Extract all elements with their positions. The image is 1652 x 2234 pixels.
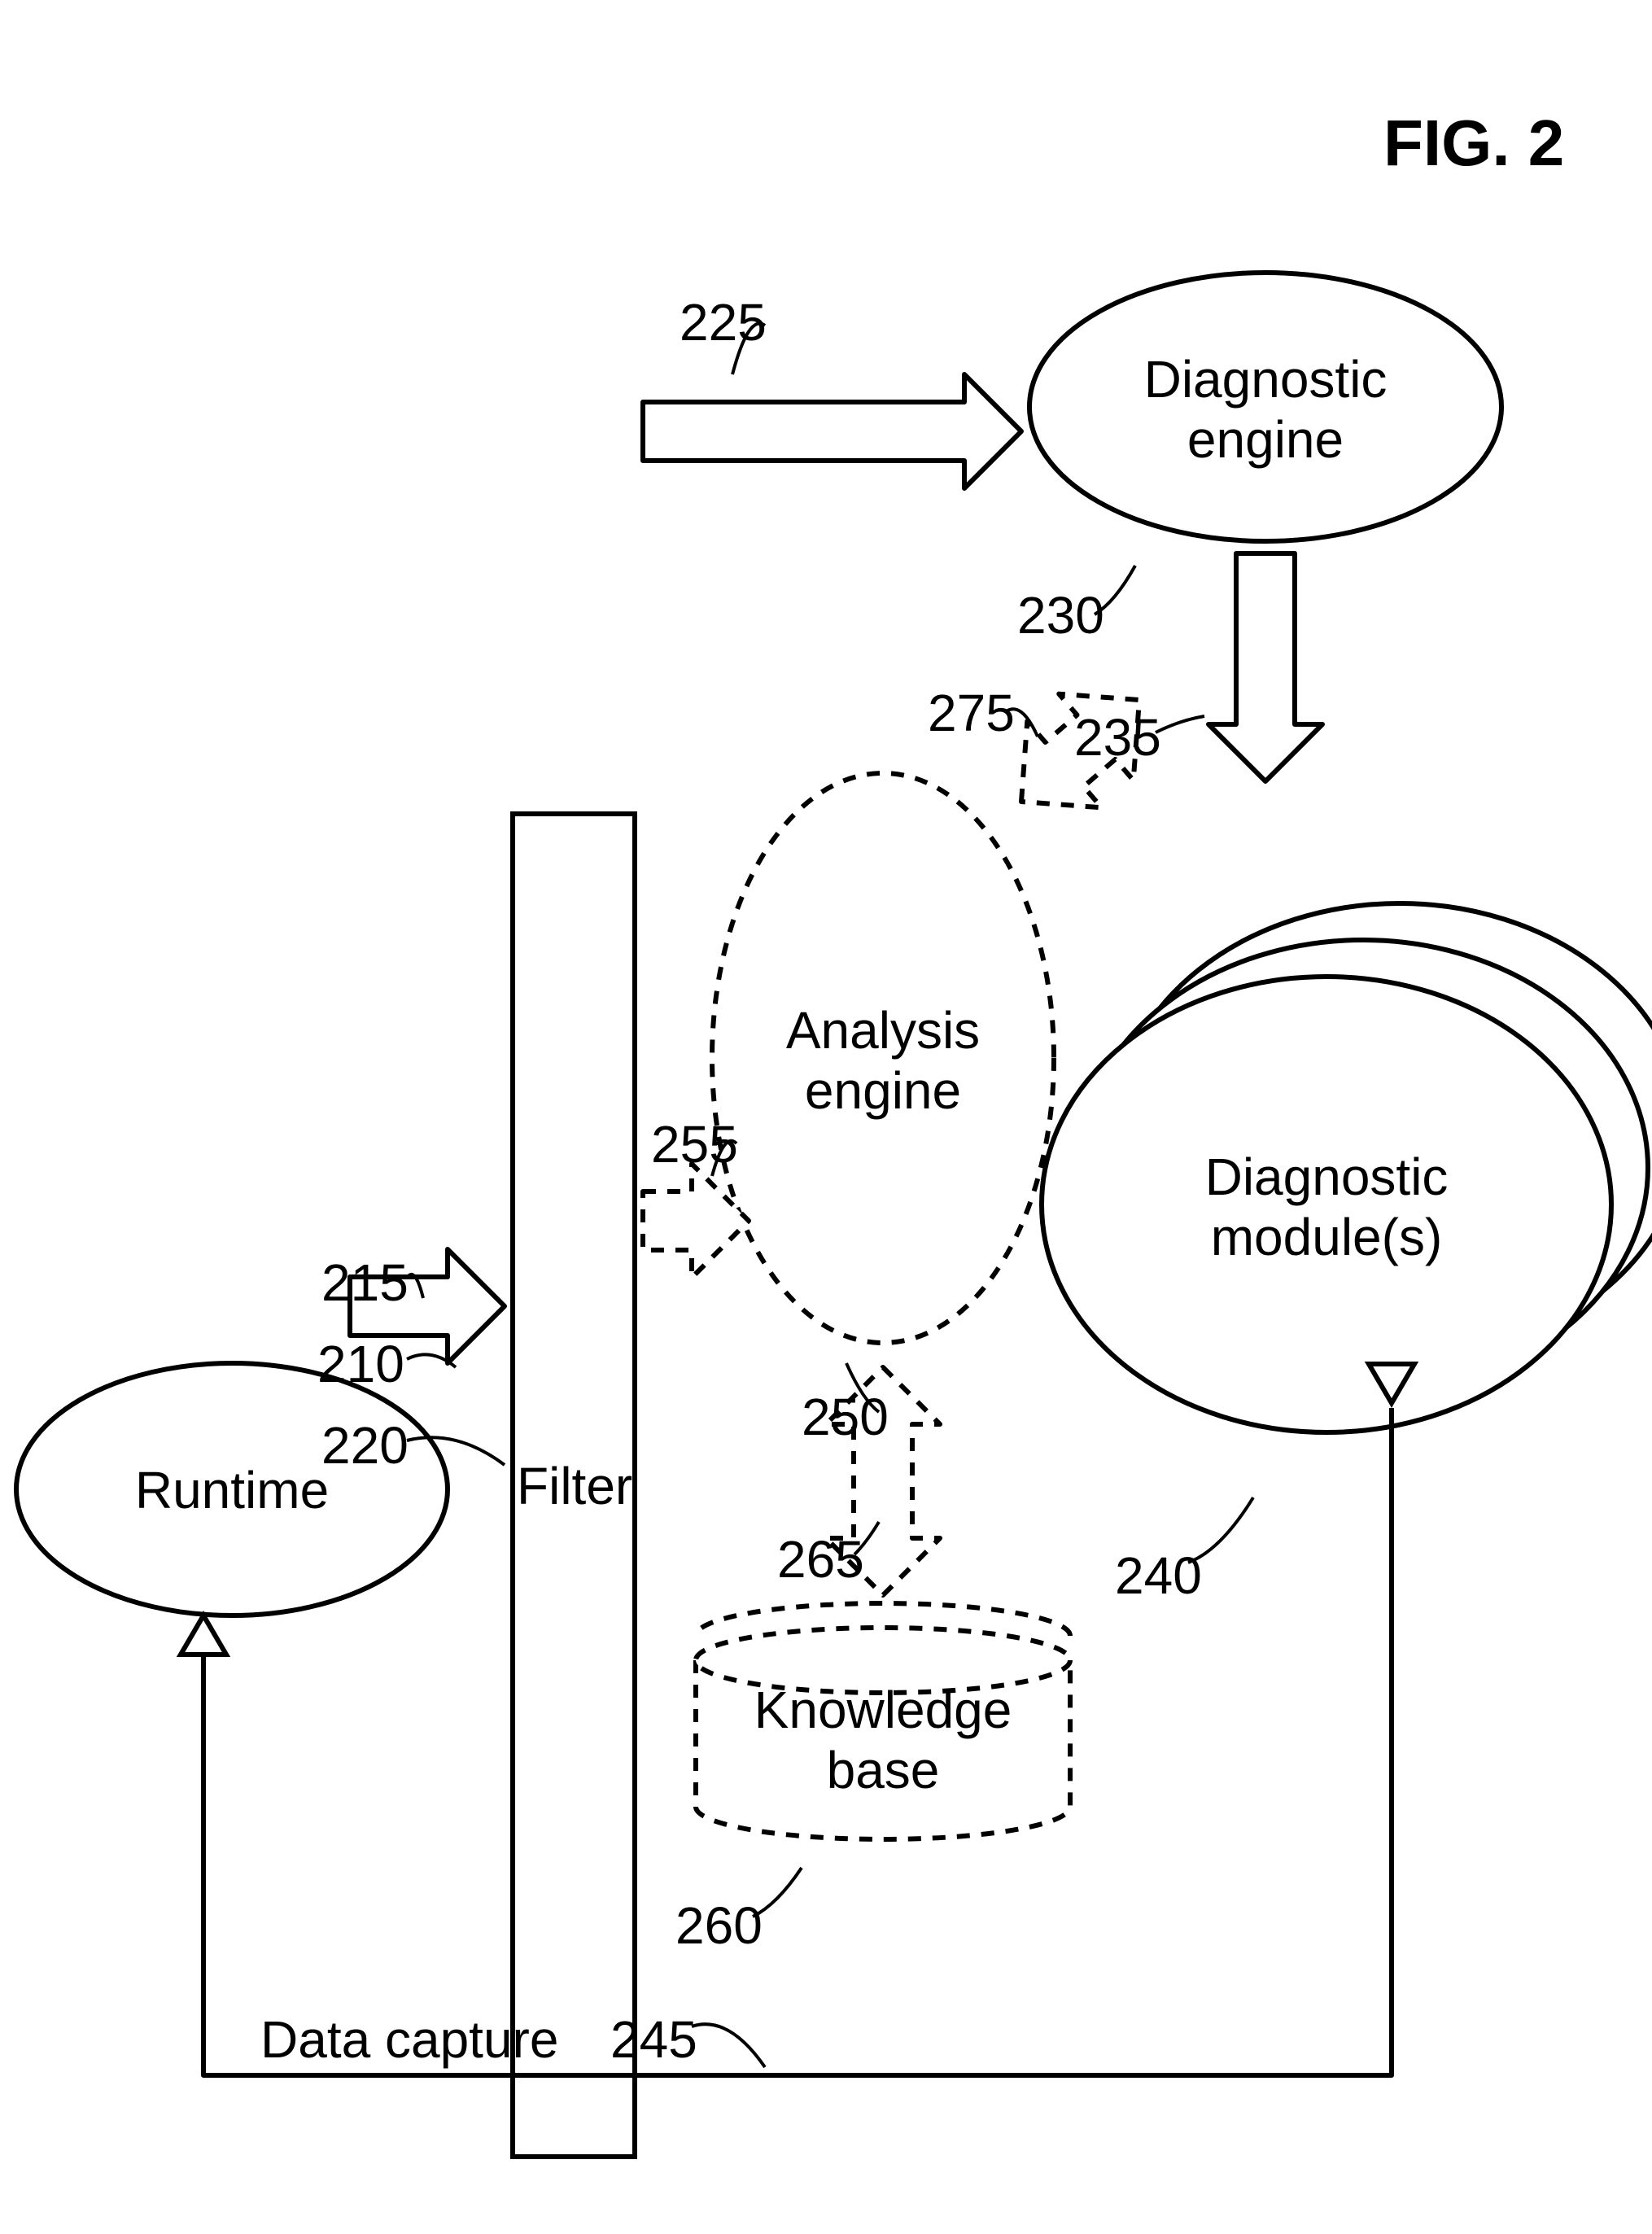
runtime-label: Runtime bbox=[126, 1461, 338, 1521]
ref-255: 255 bbox=[651, 1115, 738, 1175]
ref-230: 230 bbox=[1017, 586, 1104, 646]
filter-label: Filter bbox=[517, 1457, 631, 1517]
knowledge-base-label: Knowledge base bbox=[749, 1681, 1017, 1800]
ref-275: 275 bbox=[928, 684, 1015, 744]
ref-220: 220 bbox=[321, 1416, 409, 1476]
diag-engine-label: Diagnostic engine bbox=[1139, 350, 1392, 470]
data-capture-label: Data capture bbox=[260, 2010, 558, 2070]
ref-265: 265 bbox=[777, 1530, 864, 1590]
ref-245: 245 bbox=[610, 2010, 697, 2070]
ref-215: 215 bbox=[321, 1253, 409, 1314]
ref-235: 235 bbox=[1074, 708, 1161, 768]
diag-modules-label: Diagnostic module(s) bbox=[1172, 1148, 1481, 1267]
ref-250: 250 bbox=[802, 1388, 889, 1448]
analysis-engine-label: Analysis engine bbox=[781, 1001, 985, 1121]
ref-210: 210 bbox=[317, 1335, 404, 1395]
ref-240: 240 bbox=[1115, 1546, 1202, 1607]
figure-title: FIG. 2 bbox=[1383, 106, 1564, 181]
ref-260: 260 bbox=[675, 1896, 763, 1956]
ref-225: 225 bbox=[680, 293, 767, 353]
